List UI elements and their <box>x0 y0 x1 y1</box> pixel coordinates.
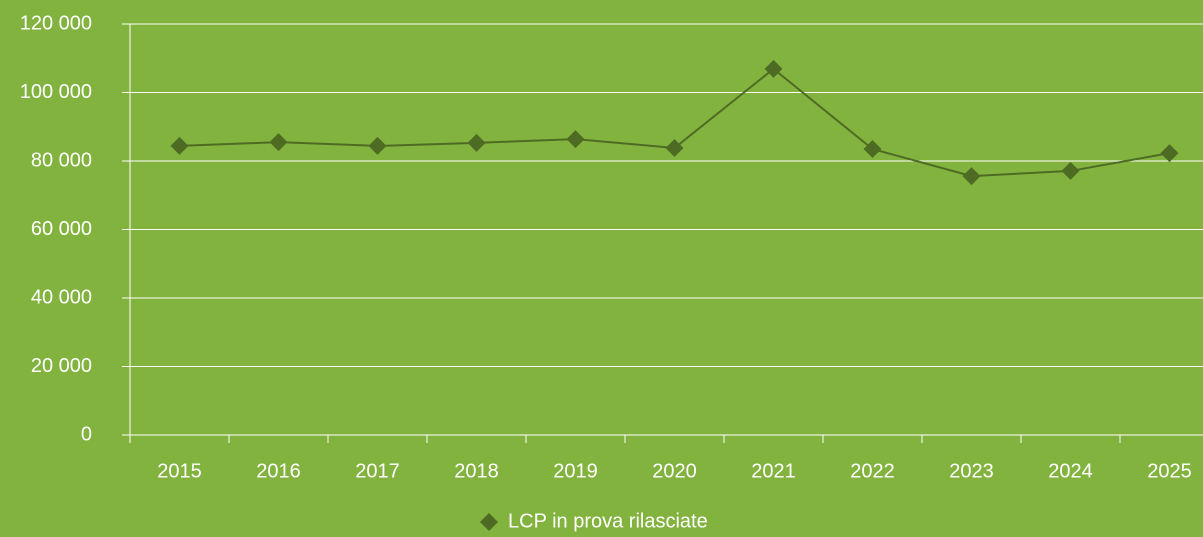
data-point <box>566 130 585 149</box>
data-point <box>1061 161 1080 180</box>
x-tick-label: 2025 <box>1147 460 1192 482</box>
data-point <box>1160 144 1179 163</box>
x-tick-label: 2017 <box>355 460 400 482</box>
y-tick-label: 60 000 <box>31 218 92 240</box>
legend-label: LCP in prova rilasciate <box>508 510 708 532</box>
data-point <box>962 167 981 186</box>
x-tick-label: 2022 <box>850 460 895 482</box>
x-tick-label: 2020 <box>652 460 697 482</box>
x-tick-label: 2016 <box>256 460 301 482</box>
x-tick-label: 2015 <box>157 460 202 482</box>
data-point <box>665 138 684 157</box>
y-tick-label: 40 000 <box>31 286 92 308</box>
data-point <box>269 133 288 152</box>
x-tick-label: 2023 <box>949 460 994 482</box>
y-tick-label: 80 000 <box>31 149 92 171</box>
y-tick-label: 20 000 <box>31 355 92 377</box>
data-point <box>170 136 189 155</box>
y-tick-label: 120 000 <box>20 12 92 34</box>
data-point <box>863 140 882 159</box>
series-line <box>179 67 1170 178</box>
x-tick-label: 2019 <box>553 460 598 482</box>
data-point <box>764 59 783 78</box>
data-point <box>467 133 486 152</box>
x-tick-label: 2024 <box>1048 460 1093 482</box>
y-tick-label: 0 <box>81 423 92 445</box>
x-tick-label: 2018 <box>454 460 499 482</box>
x-tick-label: 2021 <box>751 460 796 482</box>
data-point <box>368 136 387 155</box>
y-tick-label: 100 000 <box>20 81 92 103</box>
legend-marker <box>480 513 498 531</box>
